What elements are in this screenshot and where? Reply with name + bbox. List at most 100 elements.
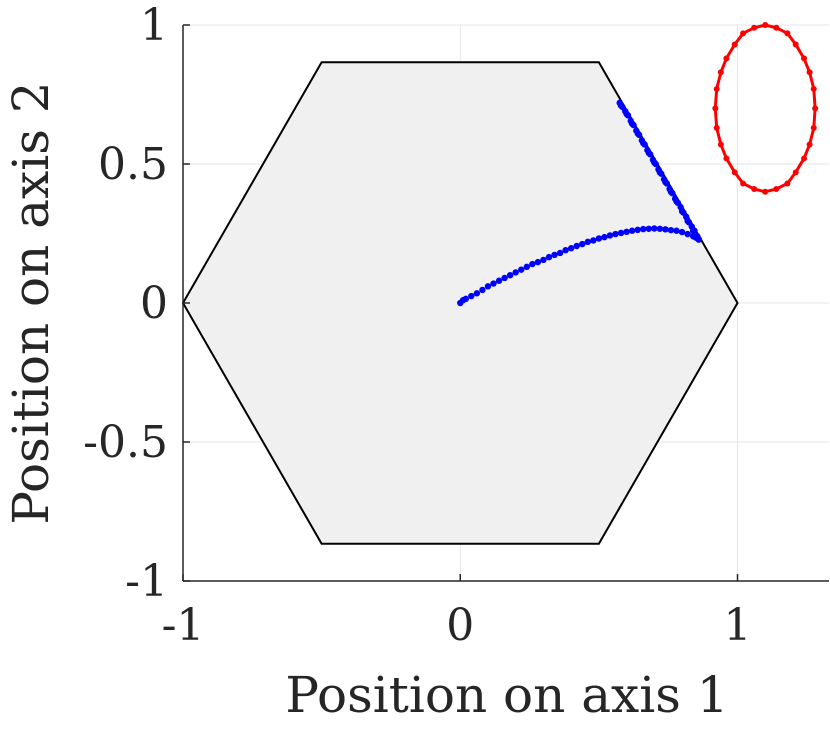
data-point <box>645 225 652 232</box>
data-point <box>556 249 564 257</box>
y-axis-label: Position on axis 2 <box>2 81 60 524</box>
data-point <box>717 141 724 148</box>
data-point <box>601 233 608 241</box>
data-point <box>684 217 691 225</box>
data-point <box>717 69 724 76</box>
data-point <box>640 139 647 147</box>
data-point <box>689 227 697 234</box>
data-point <box>645 149 652 157</box>
data-point <box>740 30 747 37</box>
data-point <box>662 178 669 186</box>
data-point <box>656 225 664 232</box>
data-point <box>506 272 514 279</box>
data-point <box>792 41 799 48</box>
data-point <box>612 230 619 238</box>
data-point <box>751 186 758 193</box>
y-tick-label: -0.5 <box>83 417 168 468</box>
data-point <box>667 188 675 195</box>
data-point <box>512 269 519 276</box>
series-0 <box>457 99 702 307</box>
series-layer <box>457 22 819 307</box>
data-point <box>762 188 769 195</box>
data-point <box>640 225 647 233</box>
data-point <box>713 85 720 92</box>
data-point <box>762 22 769 28</box>
data-point <box>590 237 597 244</box>
data-point <box>595 235 603 242</box>
data-point <box>812 105 819 112</box>
data-point <box>651 225 658 232</box>
data-point <box>473 290 481 297</box>
data-point <box>740 180 747 187</box>
data-point <box>673 198 680 205</box>
data-point <box>801 55 808 62</box>
y-tick-label: 0 <box>140 278 168 329</box>
data-point <box>623 228 630 236</box>
data-point <box>462 295 469 303</box>
data-point <box>617 229 625 237</box>
data-point <box>501 274 508 282</box>
data-point <box>584 238 591 246</box>
data-point <box>712 105 719 112</box>
data-point <box>678 208 686 215</box>
data-point <box>484 283 492 290</box>
data-point <box>617 102 625 109</box>
data-point <box>784 30 791 37</box>
data-point <box>495 277 503 284</box>
data-point <box>651 159 658 166</box>
x-axis-label: Position on axis 1 <box>285 666 728 724</box>
data-point <box>551 251 558 259</box>
data-point <box>806 141 813 148</box>
data-point <box>479 286 486 294</box>
data-point <box>723 155 730 162</box>
series-1 <box>712 22 819 195</box>
data-point <box>623 110 630 118</box>
data-point <box>628 227 636 234</box>
data-point <box>731 169 738 176</box>
data-point <box>784 180 791 187</box>
data-point <box>523 263 530 271</box>
y-tick-labels: 1 0.5 0 -0.5 -1 <box>83 0 168 607</box>
data-point <box>567 245 575 252</box>
data-point <box>628 120 636 127</box>
data-point <box>751 24 758 31</box>
y-tick-label: 0.5 <box>98 139 168 190</box>
data-point <box>562 246 569 254</box>
data-point <box>662 226 669 233</box>
y-tick-label: -1 <box>125 556 168 607</box>
x-tick-label: 0 <box>446 600 474 651</box>
data-point <box>573 242 580 250</box>
data-point <box>634 130 641 137</box>
data-point <box>810 85 817 92</box>
x-tick-label: -1 <box>162 600 205 651</box>
data-point <box>529 260 536 268</box>
data-point <box>695 236 702 243</box>
data-point <box>518 266 525 273</box>
data-point <box>806 69 813 76</box>
data-point <box>579 240 586 248</box>
data-point <box>723 55 730 62</box>
data-point <box>606 232 614 239</box>
data-point <box>667 226 675 234</box>
x-tick-labels: -1 0 1 <box>162 600 752 651</box>
axes <box>182 24 829 582</box>
data-point <box>656 169 664 176</box>
data-point <box>545 253 553 261</box>
data-point <box>773 24 780 31</box>
data-point <box>634 226 641 234</box>
data-point <box>468 292 475 300</box>
y-tick-label: 1 <box>140 0 168 51</box>
data-point <box>773 186 780 193</box>
data-point <box>792 169 799 176</box>
data-point <box>678 228 686 236</box>
data-point <box>731 41 738 48</box>
data-point <box>673 227 680 234</box>
data-point <box>713 124 720 131</box>
series-line <box>713 23 817 194</box>
data-point <box>540 256 547 264</box>
data-point <box>534 258 542 266</box>
data-point <box>801 155 808 162</box>
x-tick-label: 1 <box>724 600 752 651</box>
data-point <box>490 280 497 287</box>
